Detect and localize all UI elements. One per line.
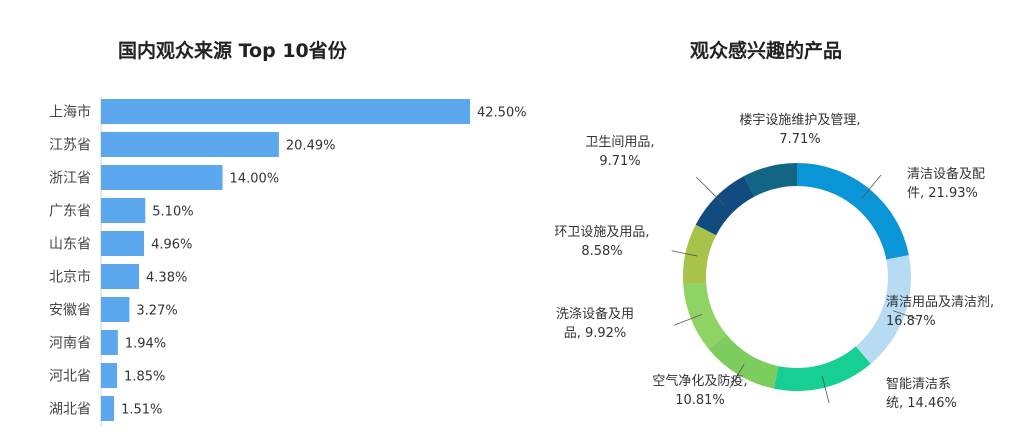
bar — [101, 132, 279, 157]
bar — [101, 99, 470, 124]
slice-label: 空气净化及防疫, 10.81% — [652, 373, 747, 408]
leader-line — [671, 250, 698, 257]
donut-slice — [855, 255, 911, 364]
donut-slice — [683, 282, 727, 350]
leader-line — [861, 174, 882, 199]
bar-chart: 上海市 42.50% 江苏省 20.49% 浙江省 14.00% 广东省 5.10% 山东省 4.… — [49, 97, 527, 427]
category-label: 山东省 — [49, 237, 91, 253]
slice-label: 智能清洁系统, 14.46% — [886, 377, 957, 411]
bar — [101, 198, 146, 223]
slice-label: 环卫设施及用品, 8.58% — [554, 225, 649, 259]
value-label: 4.96% — [151, 238, 192, 253]
bar — [101, 297, 130, 322]
value-label: 4.38% — [146, 271, 187, 286]
bar — [101, 363, 118, 388]
value-label: 42.50% — [477, 106, 527, 121]
slice-label: 卫生间用品, 9.71% — [585, 135, 654, 169]
value-label: 20.49% — [286, 139, 336, 154]
donut-chart: 清洁设备及配件, 21.93% 清洁用品及清洁剂, 16.87% 智能清洁系统, 14… — [554, 113, 994, 411]
slice-label: 楼宇设施维护及管理, 7.71% — [739, 113, 860, 147]
leader-line — [674, 313, 703, 326]
bar — [101, 264, 140, 289]
slice-label: 洗涤设备及用品, 9.92% — [556, 306, 634, 341]
donut-slice — [708, 334, 779, 389]
donut-chart-panel: 观众感兴趣的产品 清洁设备及配件, 21.93% 清洁用品及清洁剂, 16.87% 智… — [540, 0, 1024, 445]
donut-slice — [797, 163, 909, 260]
category-label: 浙江省 — [49, 171, 91, 187]
slice-label: 清洁设备及配件, 21.93% — [907, 166, 985, 201]
bar — [101, 330, 118, 355]
value-label: 1.85% — [124, 370, 165, 385]
donut-slice — [773, 346, 871, 391]
value-label: 1.51% — [121, 403, 162, 418]
leader-line — [893, 310, 918, 320]
category-label: 上海市 — [49, 104, 91, 121]
category-label: 安徽省 — [49, 303, 91, 319]
leader-line — [729, 364, 745, 389]
slice-label: 清洁用品及清洁剂, 16.87% — [886, 295, 994, 329]
bar — [101, 165, 223, 190]
bar-chart-panel: 国内观众来源 Top 10省份 上海市 42.50% 江苏省 20.49% 浙江省 14.… — [49, 40, 527, 427]
leader-line — [821, 375, 830, 404]
value-label: 3.27% — [136, 304, 177, 319]
category-label: 河北省 — [49, 369, 91, 385]
donut-slice — [743, 163, 797, 197]
donut-slice — [695, 176, 755, 236]
value-label: 5.10% — [152, 205, 193, 220]
value-label: 14.00% — [230, 172, 280, 187]
value-label: 1.94% — [125, 337, 166, 352]
bar — [101, 396, 115, 421]
category-label: 北京市 — [49, 269, 91, 286]
category-label: 江苏省 — [49, 138, 91, 154]
bar-chart-title: 国内观众来源 Top 10省份 — [118, 40, 347, 62]
category-label: 河南省 — [49, 336, 91, 352]
category-label: 湖北省 — [49, 402, 91, 418]
bar — [101, 231, 145, 256]
leader-line — [695, 176, 725, 206]
donut-chart-title: 观众感兴趣的产品 — [690, 40, 843, 62]
donut-slice — [683, 224, 717, 285]
category-label: 广东省 — [49, 204, 91, 220]
